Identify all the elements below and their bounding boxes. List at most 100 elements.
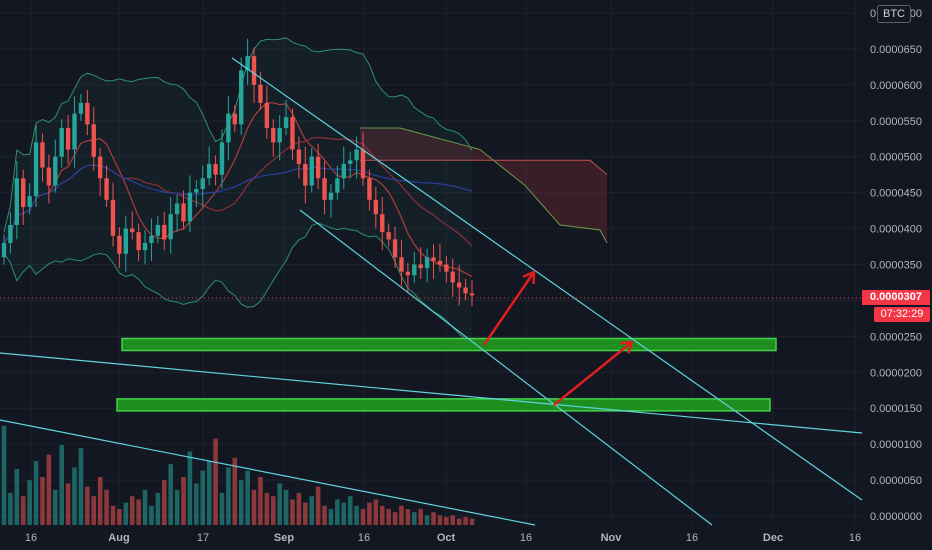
time-tick-label: 16	[358, 532, 370, 544]
time-tick-label: 16	[520, 532, 532, 544]
cloud-span-b	[360, 127, 608, 244]
candle-body	[97, 156, 103, 179]
price-tick-label: 0.0000000	[870, 511, 922, 523]
candle-body	[412, 264, 417, 276]
candle-body	[40, 142, 45, 168]
volume-bar	[226, 467, 231, 525]
cloud-fill	[360, 127, 607, 243]
price-tick-label: 0.0000200	[870, 367, 922, 379]
trend-line[interactable]	[299, 209, 713, 526]
candle-body	[27, 196, 32, 208]
support-zones[interactable]	[116, 337, 777, 412]
projection-arrows[interactable]	[482, 270, 634, 406]
candle-body	[206, 163, 212, 179]
time-axis[interactable]: 16 Aug 17 Sep 16 Oct 16 Nov 16 Dec 16	[25, 532, 861, 544]
volume-bar	[392, 512, 398, 525]
candle-body	[328, 192, 334, 200]
volume-bar	[187, 451, 193, 525]
volume-bar	[431, 512, 436, 525]
candle-body	[53, 156, 58, 186]
bollinger-bands	[3, 37, 473, 343]
bollinger-fill	[4, 37, 472, 343]
volume-bar	[245, 470, 250, 525]
trend-line[interactable]	[0, 352, 863, 434]
price-tick-label: 0.0000150	[870, 403, 922, 415]
volume-bar	[194, 483, 199, 525]
trend-lines[interactable]	[0, 57, 863, 526]
candle-body	[450, 271, 455, 283]
candle-body	[1, 242, 7, 258]
support-zone[interactable]	[116, 398, 771, 412]
volume-bar	[277, 483, 282, 525]
volume-bar	[104, 489, 109, 525]
price-tick-label: 0.0000450	[870, 188, 922, 200]
volume-bar	[399, 505, 404, 525]
last-price-badge: 0.0000307	[862, 290, 930, 305]
price-tick-label: 0.0000600	[870, 80, 922, 92]
candle-body	[322, 178, 327, 200]
candle-body	[187, 192, 193, 222]
volume-bar	[59, 445, 64, 525]
volume-bar	[161, 480, 167, 525]
candle-body	[194, 189, 199, 193]
volume-bar	[174, 489, 180, 525]
candle-body	[431, 257, 436, 261]
candle-body	[219, 142, 225, 175]
volume-bar	[155, 493, 161, 525]
projection-arrow[interactable]	[482, 271, 536, 346]
candle-body	[155, 224, 161, 236]
grid-lines	[0, 0, 862, 525]
candle-body	[33, 142, 39, 197]
candle-body	[226, 113, 231, 143]
volume-bar	[405, 509, 411, 525]
volume-bar	[206, 461, 212, 525]
candlesticks	[1, 38, 475, 307]
candle-body	[469, 293, 475, 296]
candle-body	[213, 163, 218, 175]
support-zone[interactable]	[121, 337, 777, 352]
time-tick-label: 16	[25, 532, 37, 544]
trend-line[interactable]	[231, 57, 863, 501]
volume-bar	[379, 505, 385, 525]
candle-body	[347, 160, 353, 164]
moving-average-line	[3, 102, 473, 278]
volume-bar	[52, 489, 58, 525]
candle-body	[91, 124, 96, 157]
volume-bar	[123, 502, 129, 525]
volume-bar	[296, 493, 302, 525]
volume-bar	[232, 457, 238, 525]
time-tick-label: Sep	[274, 532, 294, 544]
candle-body	[405, 271, 411, 276]
currency-button[interactable]: BTC	[877, 5, 911, 23]
time-tick-label: 16	[686, 532, 698, 544]
ichimoku-cloud	[360, 127, 608, 244]
candle-body	[373, 199, 379, 215]
candle-body	[8, 224, 13, 243]
candle-body	[367, 178, 372, 200]
candle-body	[392, 239, 398, 258]
projection-arrow[interactable]	[553, 341, 633, 406]
candle-body	[444, 264, 449, 272]
volume-bar	[354, 505, 359, 525]
price-tick-label: 0.0000550	[870, 116, 922, 128]
candle-body	[239, 70, 244, 125]
volume-bar	[238, 480, 244, 525]
candle-body	[271, 127, 276, 143]
time-tick-label: 16	[849, 532, 861, 544]
candle-body	[174, 203, 180, 215]
volume-bar	[264, 493, 270, 525]
volume-bars	[1, 425, 475, 525]
volume-bar	[303, 502, 308, 525]
volume-bar	[450, 515, 456, 525]
volume-bar	[322, 505, 327, 525]
volume-bar	[283, 489, 289, 525]
candle-body	[341, 163, 346, 179]
volume-bar	[33, 461, 39, 525]
price-axis[interactable]: 0.0000000 0.0000050 0.0000100 0.0000150 0.00…	[870, 8, 922, 523]
trend-line[interactable]	[0, 419, 536, 526]
volume-bar	[347, 496, 353, 525]
candle-body	[110, 199, 116, 236]
price-tick-label: 0.0000350	[870, 260, 922, 272]
candle-body	[456, 282, 462, 288]
